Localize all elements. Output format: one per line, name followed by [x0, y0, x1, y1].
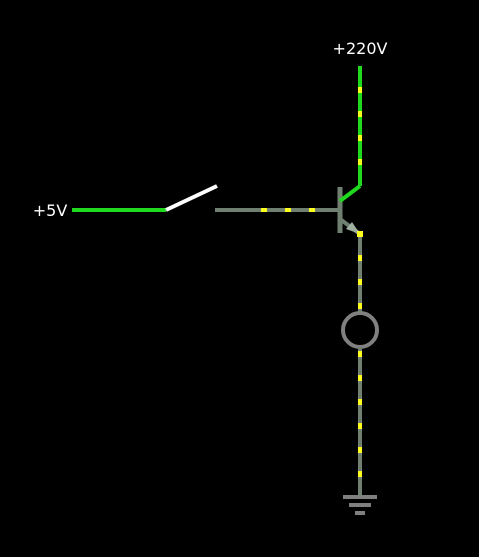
current-dot: [285, 208, 291, 212]
current-dot: [358, 111, 362, 117]
current-flow-dots: [261, 87, 362, 477]
junction-dot: [357, 231, 363, 237]
current-dot: [358, 279, 362, 285]
ground-icon: [343, 495, 377, 515]
current-dot: [358, 375, 362, 381]
current-dot: [358, 399, 362, 405]
current-dot: [261, 208, 267, 212]
transistor-collector-lead: [338, 184, 362, 203]
current-dot: [358, 159, 362, 165]
current-dot: [358, 423, 362, 429]
transistor-emitter-arrow-icon: [346, 222, 360, 234]
current-dot: [358, 87, 362, 93]
current-dot: [358, 471, 362, 477]
switch[interactable]: [165, 184, 218, 212]
current-dot: [358, 135, 362, 141]
current-dot: [358, 303, 362, 309]
current-dot: [309, 208, 315, 212]
supply-5v-label: +5V: [33, 201, 68, 220]
npn-transistor: [337, 184, 362, 236]
supply-220v-label: +220V: [333, 39, 388, 58]
lamp-icon: [341, 311, 379, 349]
current-dot: [358, 447, 362, 453]
current-dot: [358, 255, 362, 261]
current-dot: [358, 351, 362, 357]
